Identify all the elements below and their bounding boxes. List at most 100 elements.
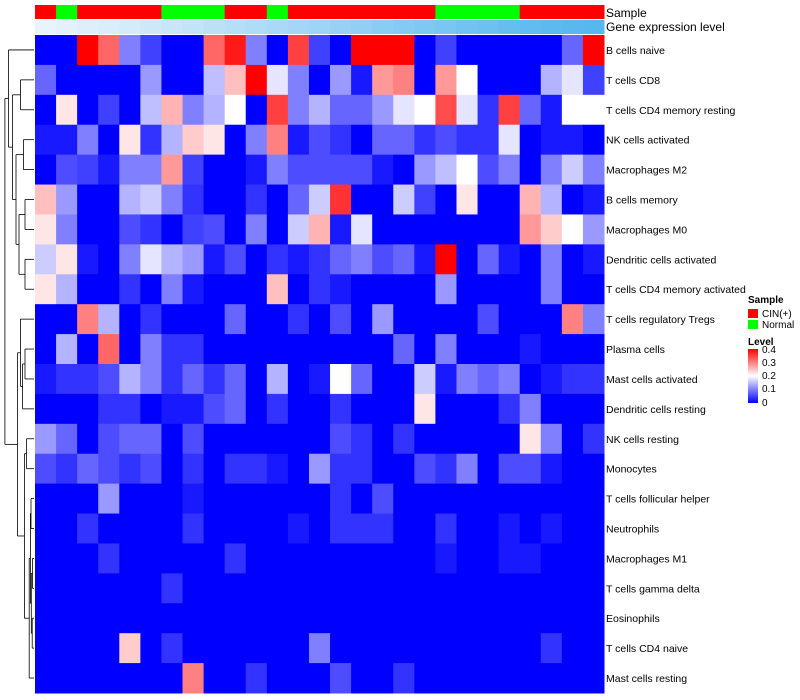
heatmap-cell	[561, 663, 584, 694]
heatmap-cell	[519, 244, 542, 275]
heatmap-cell	[140, 184, 162, 215]
heatmap-cell	[330, 184, 352, 215]
heatmap-cell	[287, 573, 310, 604]
heatmap-cell	[77, 603, 99, 634]
heatmap-cell	[372, 244, 394, 275]
heatmap-cell	[498, 124, 521, 156]
heatmap-cell	[498, 154, 521, 186]
heatmap-cell	[56, 214, 78, 245]
heatmap-cell	[372, 94, 394, 126]
sample-annotation-cell	[372, 5, 394, 19]
heatmap-cell	[351, 124, 373, 156]
heatmap-cell	[519, 214, 542, 245]
heatmap-cell	[98, 364, 120, 395]
sample-annotation-cell	[456, 5, 479, 19]
annotation-label-sample: Sample	[606, 6, 647, 20]
heatmap-cell	[119, 304, 141, 335]
heatmap-cell	[393, 573, 415, 604]
heatmap-cell	[98, 663, 120, 694]
sample-annotation-cell	[140, 5, 162, 19]
row-label: Eosinophils	[606, 613, 660, 625]
heatmap-cell	[182, 244, 205, 275]
heatmap-cell	[161, 124, 184, 156]
heatmap-cell	[393, 364, 415, 395]
heatmap-cell	[245, 453, 268, 485]
heatmap-cell	[582, 64, 605, 96]
heatmap-cell	[56, 663, 78, 694]
heatmap-cell	[414, 423, 436, 455]
heatmap-cell	[372, 573, 394, 604]
heatmap-cell	[582, 184, 605, 215]
heatmap-cell	[56, 184, 78, 215]
heatmap-cell	[224, 483, 247, 515]
heatmap-cell	[351, 364, 373, 395]
heatmap-cell	[56, 543, 78, 574]
heatmap-cell	[540, 633, 563, 664]
heatmap-cell	[561, 633, 584, 664]
heatmap-cell	[77, 184, 99, 215]
heatmap-cell	[456, 543, 479, 574]
heatmap-cell	[224, 633, 247, 664]
expression-annotation-cell	[119, 20, 141, 34]
annotation-label-expression: Gene expression level	[606, 20, 725, 34]
heatmap-cell	[561, 364, 584, 395]
row-label: T cells CD4 naive	[606, 643, 688, 655]
heatmap-cell	[561, 244, 584, 275]
heatmap-cell	[477, 64, 500, 96]
heatmap-cell	[414, 543, 436, 574]
heatmap-cell	[56, 573, 78, 604]
heatmap-cell	[77, 35, 99, 66]
heatmap-cell	[498, 214, 521, 245]
expression-annotation-cell	[498, 20, 521, 34]
heatmap-cell	[56, 513, 78, 544]
heatmap-cell	[245, 364, 268, 395]
heatmap-cell	[161, 483, 184, 515]
heatmap-cell	[435, 393, 457, 425]
heatmap-cell	[456, 94, 479, 126]
heatmap-cell	[119, 334, 141, 365]
heatmap-cell	[98, 274, 120, 305]
heatmap-cell	[372, 633, 394, 664]
heatmap-cell	[414, 483, 436, 515]
heatmap-cell	[182, 184, 205, 215]
heatmap-cell	[224, 573, 247, 604]
expression-annotation-cell	[456, 20, 479, 34]
heatmap-cell	[582, 244, 605, 275]
heatmap-cell	[456, 573, 479, 604]
heatmap-cell	[98, 35, 120, 66]
heatmap-cell	[224, 214, 247, 245]
heatmap-cell	[224, 423, 247, 455]
heatmap-cell	[456, 483, 479, 515]
heatmap-cell	[140, 573, 162, 604]
heatmap-cell	[540, 214, 563, 245]
heatmap-cell	[119, 154, 141, 186]
heatmap-cell	[372, 393, 394, 425]
heatmap-cell	[435, 124, 457, 156]
heatmap-cell	[435, 453, 457, 485]
heatmap-cell	[330, 483, 352, 515]
heatmap-cell	[519, 423, 542, 455]
heatmap-cell	[35, 364, 57, 395]
heatmap-cell	[372, 603, 394, 634]
heatmap-cell	[498, 94, 521, 126]
heatmap-cell	[519, 603, 542, 634]
heatmap-cell	[330, 513, 352, 544]
heatmap-cell	[435, 543, 457, 574]
row-label: T cells CD4 memory activated	[606, 284, 746, 296]
heatmap-cell	[372, 124, 394, 156]
heatmap-cell	[161, 94, 184, 126]
sample-annotation-cell	[561, 5, 584, 19]
heatmap-cell	[582, 154, 605, 186]
heatmap-cell	[308, 573, 331, 604]
heatmap-cell	[414, 633, 436, 664]
heatmap-cell	[561, 453, 584, 485]
heatmap-cell	[245, 603, 268, 634]
heatmap-cell	[98, 543, 120, 574]
heatmap-cell	[266, 453, 289, 485]
heatmap-cell	[77, 334, 99, 365]
heatmap-cell	[266, 364, 289, 395]
row-label: B cells memory	[606, 195, 679, 207]
heatmap-cell	[308, 35, 331, 66]
heatmap-cell	[77, 633, 99, 664]
heatmap-cell	[540, 124, 563, 156]
